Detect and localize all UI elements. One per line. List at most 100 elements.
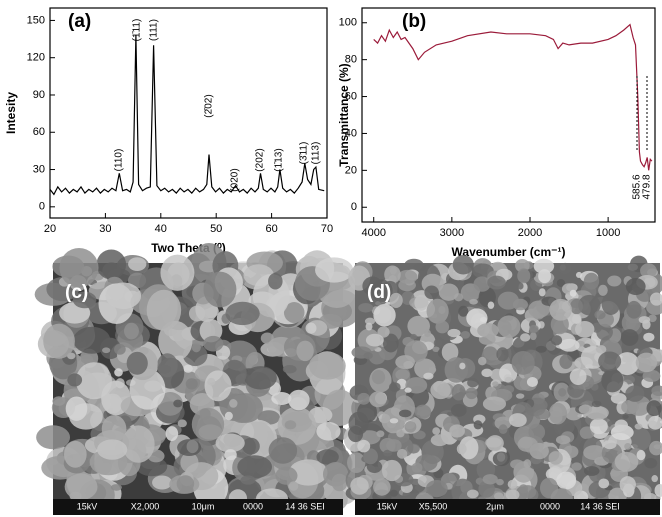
annotation: (1̄13)	[274, 148, 285, 171]
sem-grain	[158, 320, 193, 361]
info-text: X2,000	[131, 501, 160, 511]
sem-grain	[603, 439, 617, 450]
sem-grain	[637, 402, 648, 412]
sem-grain	[482, 396, 507, 412]
annotation: 479.8	[642, 174, 653, 199]
sem-grain	[73, 326, 111, 354]
sem-grain	[414, 404, 432, 419]
y-tick-label: 60	[33, 126, 45, 138]
sem-grain	[614, 419, 628, 432]
sem-grain	[598, 351, 622, 371]
sem-grain	[511, 350, 535, 375]
annotation: 585.6	[632, 174, 643, 199]
sem-grain	[496, 478, 504, 486]
sem-grain	[654, 484, 662, 497]
sem-grain	[625, 385, 645, 402]
sem-grain	[534, 409, 551, 420]
x-tick-label: 1000	[596, 227, 620, 239]
panel-label: (b)	[402, 11, 426, 32]
sem-grain	[362, 276, 383, 296]
y-tick-label: 100	[339, 17, 357, 29]
sem-grain	[648, 314, 657, 323]
sem-grain	[157, 392, 183, 416]
sem-grain	[244, 366, 277, 390]
sem-grain	[96, 249, 127, 280]
sem-grain	[517, 436, 538, 452]
sem-grain	[575, 320, 595, 338]
data-line	[49, 35, 325, 196]
sem-image: 15kV X5,500 2μm 0000 14 36 SEI (d)	[343, 254, 662, 515]
sem-grain	[373, 303, 396, 327]
sem-grain	[478, 480, 495, 498]
sem-grain	[191, 407, 225, 442]
sem-grain	[204, 370, 232, 402]
sem-grain	[626, 300, 642, 319]
sem-grain	[517, 268, 531, 284]
sem-grain	[128, 257, 147, 271]
sem-grain	[203, 271, 237, 308]
sem-grain	[242, 437, 260, 455]
sem-grain	[363, 352, 373, 360]
sem-grain	[529, 332, 537, 341]
sem-grain	[441, 342, 459, 362]
sem-grain	[494, 416, 512, 430]
sem-grain	[477, 323, 499, 338]
y-tick-label: 80	[345, 54, 357, 66]
sem-grain	[619, 476, 636, 493]
sem-grain	[423, 372, 434, 380]
sem-grain	[237, 455, 273, 479]
plot-frame	[361, 7, 656, 223]
sem-grain	[365, 333, 384, 347]
y-tick-label: 20	[345, 164, 357, 176]
sem-grain	[487, 275, 506, 290]
sem-grain	[283, 302, 305, 324]
sem-grain	[498, 424, 508, 434]
sem-grain	[410, 333, 417, 340]
sem-grain	[438, 283, 459, 301]
sem-grain	[72, 291, 97, 309]
sem-grain	[215, 433, 245, 453]
sem-grain	[482, 474, 498, 485]
sem-grain	[348, 411, 369, 435]
info-text: 14 36 SEI	[285, 501, 325, 511]
sem-grain	[520, 333, 531, 342]
sem-grain	[503, 374, 513, 383]
sem-grain	[407, 443, 420, 454]
sem-grain	[277, 406, 317, 445]
sem-grain	[435, 320, 450, 334]
sem-grain	[389, 489, 398, 497]
sem-grain	[288, 459, 328, 486]
info-bar	[355, 499, 660, 515]
annotation: (202)	[255, 148, 266, 171]
sem-grain	[497, 291, 519, 310]
sem-grain	[528, 423, 546, 441]
sem-grain	[481, 368, 493, 378]
y-axis-label: Transmittance (%)	[337, 63, 351, 166]
sem-grain	[515, 393, 525, 399]
sem-grain	[288, 481, 299, 491]
sem-grain	[114, 368, 123, 377]
sem-grain	[635, 352, 658, 373]
sem-grain	[52, 396, 66, 406]
sem-grain	[646, 400, 662, 417]
sem-grain	[556, 471, 577, 490]
sem-grain	[589, 418, 608, 435]
sem-grain	[630, 427, 651, 451]
sem-grain	[450, 403, 467, 417]
sem-grain	[578, 404, 593, 415]
sem-grain	[624, 443, 632, 450]
sem-grain	[594, 310, 606, 320]
sem-grain	[517, 282, 524, 290]
sem-grain	[578, 294, 601, 316]
sem-grain	[177, 419, 187, 428]
sem-grain	[240, 475, 256, 485]
sem-grain	[467, 377, 479, 388]
sem-grain	[458, 305, 469, 317]
sem-grain	[622, 414, 629, 419]
sem-grain	[65, 396, 88, 421]
sem-grain	[67, 373, 83, 387]
sem-grain	[634, 423, 643, 430]
plot-frame	[49, 7, 328, 219]
sem-grain	[526, 376, 538, 387]
sem-grain	[529, 324, 539, 334]
